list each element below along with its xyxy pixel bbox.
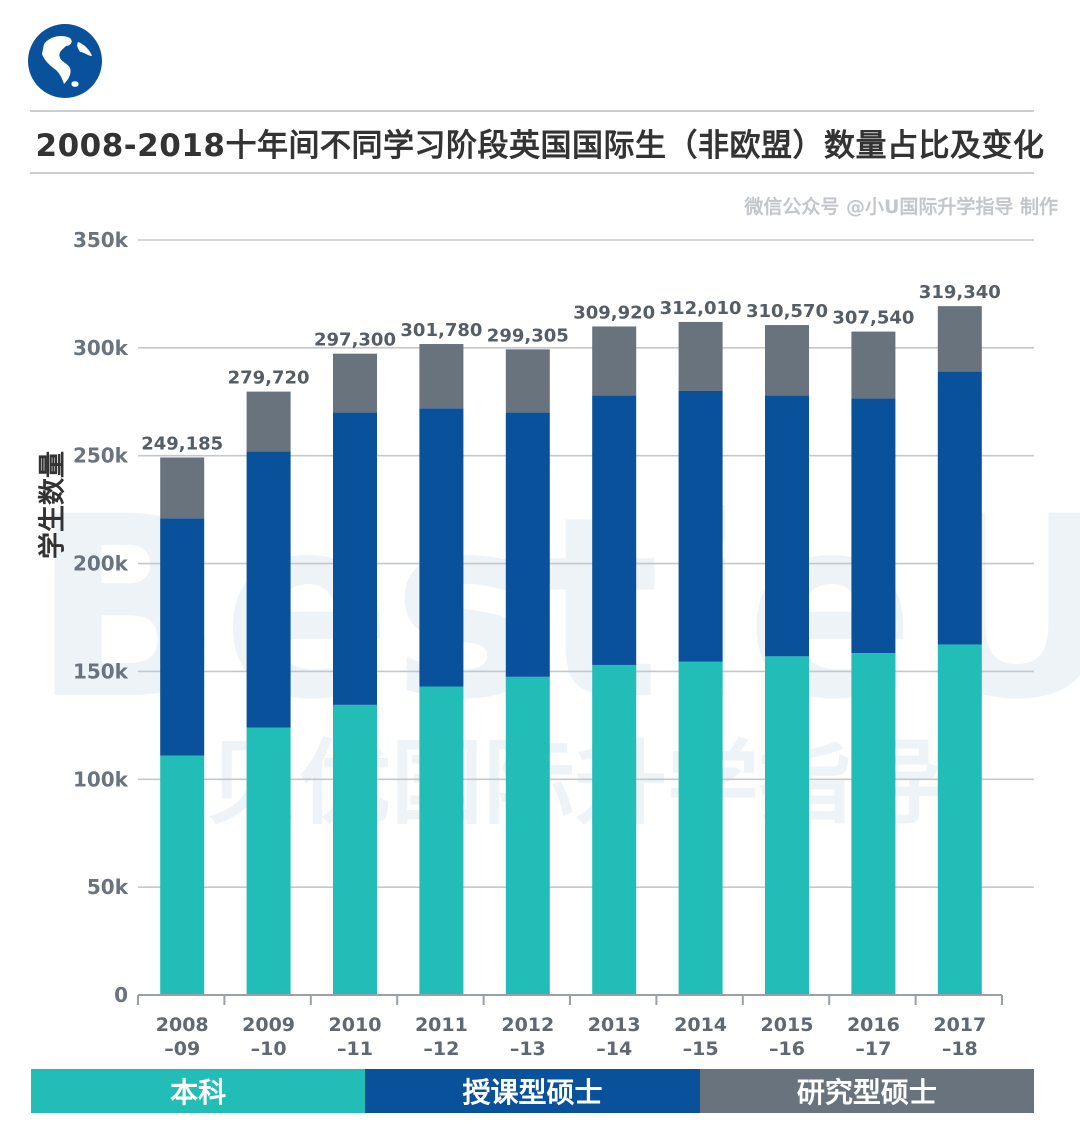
header-bottom-rule (30, 172, 1034, 174)
y-axis-label: 学生数量 (37, 451, 69, 559)
legend-label: 研究型硕士 (796, 1076, 937, 1109)
x-tick-label-year: 2017 (933, 1014, 986, 1036)
legend-label: 本科 (170, 1076, 227, 1109)
x-axis (137, 994, 1003, 1005)
bar-segment-undergrad (246, 727, 291, 995)
bar-segment-undergrad (765, 656, 809, 995)
bar-segment-research-master (505, 349, 550, 413)
x-tick-label-span: –16 (769, 1038, 805, 1060)
total-label: 299,305 (487, 325, 569, 346)
x-tick-label-span: –10 (251, 1038, 287, 1060)
x-axis-labels: 2008–092009–102010–112011–122012–132013–… (156, 1014, 986, 1060)
bar-segment-undergrad (851, 653, 896, 995)
bar-segment-research-master (851, 331, 896, 399)
bar-segment-research-master (765, 325, 809, 396)
bar-segment-taught-master (160, 518, 205, 756)
total-label: 319,340 (919, 282, 1001, 303)
bar-segment-research-master (678, 321, 723, 391)
y-tick-label: 300k (73, 336, 129, 360)
y-tick-label: 250k (73, 444, 129, 468)
bar-segment-undergrad (419, 686, 464, 995)
bar-segment-research-master (246, 391, 291, 452)
x-tick-label-span: –15 (683, 1038, 719, 1060)
x-tick-label-year: 2008 (156, 1014, 209, 1036)
y-tick-label: 150k (73, 659, 129, 683)
x-tick-label-year: 2009 (242, 1014, 295, 1036)
bar-segment-taught-master (333, 412, 377, 705)
bar-segment-research-master (592, 326, 637, 396)
legend-item-undergrad: 本科 (31, 1069, 366, 1113)
y-axis-ticks: 0 50k 100k 150k 200k 250k 300k 350k (73, 228, 129, 1007)
watermark-line1: BestieU (32, 463, 1080, 754)
globe-icon (28, 24, 102, 98)
chart-title: 2008-2018十年间不同学习阶段英国国际生（非欧盟）数量占比及变化 (35, 128, 1045, 164)
credit-text: 微信公众号 @小U国际升学指导 制作 (744, 196, 1058, 218)
y-tick-label: 200k (73, 552, 129, 576)
bar-segment-research-master (160, 457, 205, 519)
bar-segment-undergrad (333, 704, 377, 995)
bar-segment-taught-master (505, 412, 550, 677)
bar-segment-taught-master (937, 371, 982, 645)
bar-segment-taught-master (419, 408, 464, 687)
bar-segment-research-master (333, 353, 377, 413)
bar-segment-research-master (419, 344, 464, 409)
x-tick-label-year: 2011 (415, 1014, 468, 1036)
x-tick-label-span: –18 (942, 1038, 978, 1060)
header-top-rule (30, 110, 1034, 112)
total-label: 307,540 (832, 308, 914, 329)
bar-segment-taught-master (246, 451, 291, 728)
legend-item-research-master: 研究型硕士 (699, 1069, 1034, 1113)
y-tick-label: 0 (114, 983, 128, 1007)
bar-segment-undergrad (505, 676, 550, 995)
bar-segment-undergrad (678, 661, 723, 995)
legend: 本科 授课型硕士 研究型硕士 (31, 1069, 1034, 1113)
x-tick-label-year: 2016 (847, 1014, 900, 1036)
x-tick-label-span: –12 (423, 1038, 459, 1060)
x-tick-label-span: –14 (596, 1038, 632, 1060)
bar-segment-taught-master (765, 395, 809, 657)
x-tick-label-span: –11 (337, 1038, 373, 1060)
bar-segment-taught-master (678, 391, 723, 662)
bar-segment-undergrad (937, 644, 982, 995)
bar-segment-research-master (937, 306, 982, 372)
y-tick-label: 50k (87, 875, 129, 899)
total-label: 312,010 (660, 298, 742, 319)
total-label: 301,780 (400, 320, 482, 341)
x-tick-label-year: 2014 (674, 1014, 727, 1036)
total-label: 249,185 (141, 433, 223, 454)
x-tick-label-year: 2012 (501, 1014, 554, 1036)
legend-label: 授课型硕士 (462, 1076, 603, 1109)
x-tick-label-year: 2015 (761, 1014, 814, 1036)
legend-item-taught-master: 授课型硕士 (365, 1069, 700, 1113)
watermark: BestieU 贝优国际升学指导 (32, 463, 1080, 837)
x-tick-label-year: 2010 (329, 1014, 382, 1036)
x-tick-label-span: –09 (164, 1038, 200, 1060)
bar-segment-undergrad (160, 755, 205, 995)
y-tick-label: 350k (73, 228, 129, 252)
x-tick-label-span: –13 (510, 1038, 546, 1060)
bar-segment-taught-master (851, 398, 896, 654)
bar-segment-undergrad (592, 664, 637, 995)
y-tick-label: 100k (73, 767, 129, 791)
total-label: 279,720 (228, 368, 310, 389)
total-label: 309,920 (573, 302, 655, 323)
watermark-line2: 贝优国际升学指导 (207, 730, 943, 837)
total-label: 310,570 (746, 301, 828, 322)
x-tick-label-span: –17 (855, 1038, 891, 1060)
total-label: 297,300 (314, 330, 396, 351)
bar-segment-taught-master (592, 395, 637, 665)
x-tick-label-year: 2013 (588, 1014, 641, 1036)
bars (160, 306, 982, 995)
